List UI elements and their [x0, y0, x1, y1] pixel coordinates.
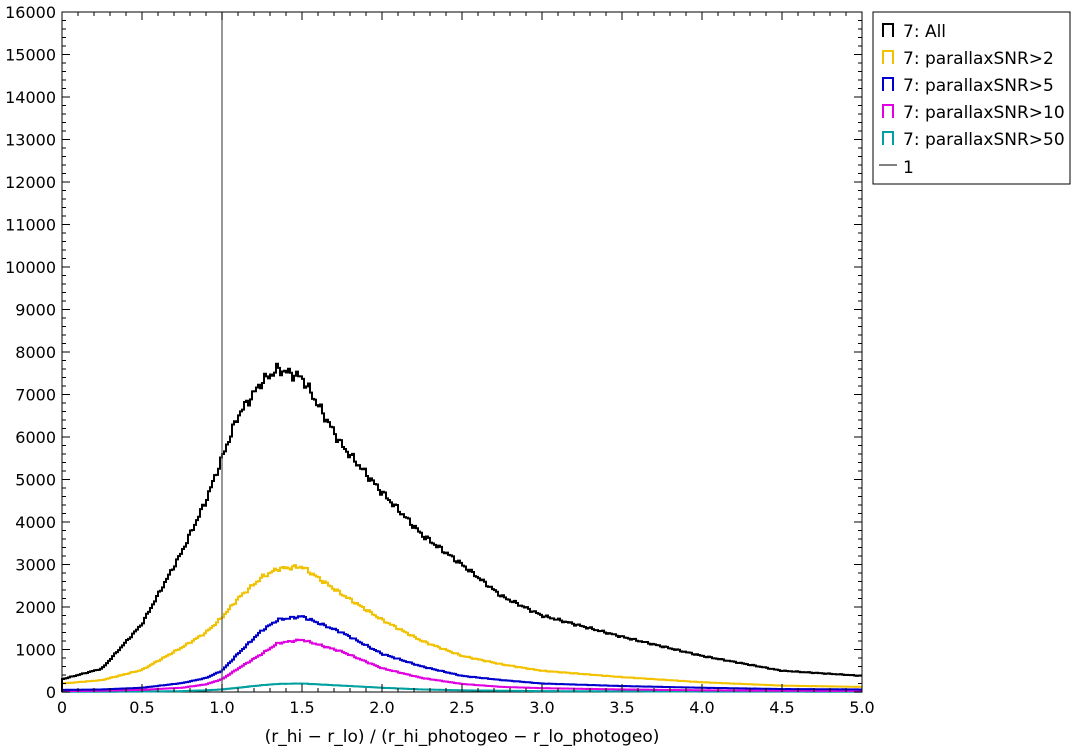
legend-entry-reference: 1 [903, 158, 914, 178]
legend-entry-3: 7: parallaxSNR>10 [903, 103, 1065, 123]
y-tick-label: 1000 [15, 641, 56, 660]
legend-entry-1: 7: parallaxSNR>2 [903, 49, 1054, 69]
series-line-3 [61, 638, 862, 693]
legend-entry-4: 7: parallaxSNR>50 [903, 130, 1065, 150]
legend-swatch-1 [882, 50, 894, 64]
y-tick-label: 11000 [5, 216, 56, 235]
legend-swatch-3 [882, 104, 894, 118]
y-tick-label: 12000 [5, 173, 56, 192]
legend-swatch-2 [882, 77, 894, 91]
x-axis: 0 0.5 1.0 1.5 2.0 2.5 3.0 3.5 4.0 4.5 5.0 [57, 12, 875, 717]
x-tick-label: 3.0 [529, 698, 554, 717]
legend-box [872, 11, 1071, 185]
series-line-1 [61, 564, 862, 692]
y-tick-label: 10000 [5, 258, 56, 277]
y-tick-label: 4000 [15, 513, 56, 532]
series-line-0 [61, 362, 862, 692]
y-tick-label: 14000 [5, 88, 56, 107]
x-tick-label: 0.5 [129, 698, 154, 717]
series-line-2 [61, 615, 862, 692]
legend-entry-0: 7: All [903, 22, 946, 42]
series-layer [61, 362, 862, 693]
y-tick-label: 16000 [5, 3, 56, 22]
y-tick-label: 7000 [15, 386, 56, 405]
x-tick-label: 1.0 [209, 698, 234, 717]
y-tick-label: 6000 [15, 428, 56, 447]
y-tick-label: 8000 [15, 343, 56, 362]
y-tick-label: 15000 [5, 46, 56, 65]
x-tick-label: 1.5 [289, 698, 314, 717]
legend: 7: All 7: parallaxSNR>2 7: parallaxSNR>5 7:… [872, 11, 1071, 185]
y-tick-label: 0 [46, 683, 56, 702]
y-tick-label: 9000 [15, 301, 56, 320]
y-axis: 0 1000 2000 3000 4000 5000 6000 7000 8000 9000 100… [5, 3, 862, 702]
y-tick-label: 3000 [15, 556, 56, 575]
legend-entry-2: 7: parallaxSNR>5 [903, 76, 1054, 96]
x-tick-label: 5.0 [849, 698, 874, 717]
y-tick-label: 5000 [15, 471, 56, 490]
x-tick-label: 4.5 [769, 698, 794, 717]
plot-frame [61, 11, 863, 693]
legend-swatch-4 [882, 131, 894, 145]
x-tick-label: 3.5 [609, 698, 634, 717]
x-tick-label: 2.0 [369, 698, 394, 717]
x-tick-label: 2.5 [449, 698, 474, 717]
x-axis-label: (r_hi − r_lo) / (r_hi_photogeo − r_lo_ph… [265, 727, 660, 747]
y-tick-label: 13000 [5, 131, 56, 150]
x-tick-label: 4.0 [689, 698, 714, 717]
x-tick-label: 0 [57, 698, 67, 717]
y-tick-label: 2000 [15, 598, 56, 617]
legend-swatch-0 [882, 23, 894, 37]
